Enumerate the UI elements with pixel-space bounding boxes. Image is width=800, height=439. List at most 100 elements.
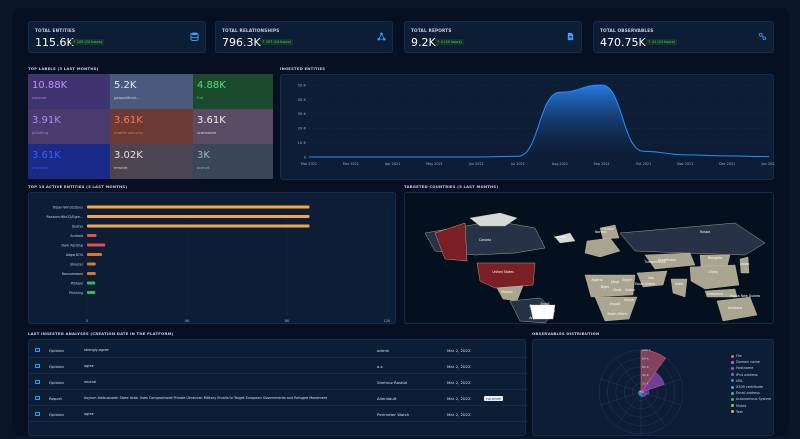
country-shape — [599, 224, 620, 240]
country-label: Libya — [611, 280, 620, 284]
kpi-value: 115.6K — [35, 36, 74, 49]
country-label: Mexico — [501, 290, 512, 294]
analysis-date: Mar 2, 2022 — [447, 412, 471, 417]
analysis-row[interactable]: Opinion agree Perimeter Watch Mar 2, 2022 — [29, 406, 527, 422]
analysis-row[interactable]: Opinion neutral Shehroz Rashid Mar 2, 2022 — [29, 374, 527, 390]
polar-spoke — [640, 391, 666, 427]
label-tile-value: 3.91K — [32, 115, 61, 126]
row-divider — [29, 373, 527, 374]
bar — [87, 224, 310, 228]
label-tile[interactable]: 3.91K phishing — [28, 109, 110, 144]
opinion-icon — [35, 364, 40, 368]
country-shape — [554, 232, 576, 244]
polar-spoke — [616, 391, 642, 427]
country-label: Saudi Arabia — [635, 282, 655, 286]
y-tick-label: 0 — [304, 154, 307, 159]
legend-item[interactable]: IPv4 address — [731, 373, 758, 377]
country-label: Peru — [529, 304, 536, 308]
x-tick-label: 8K — [285, 319, 290, 323]
country-label: Japan — [740, 262, 750, 266]
legend-item[interactable]: X509 certificate — [731, 385, 763, 389]
country-label: Kazakhstan — [658, 258, 676, 262]
legend-label: X509 certificate — [736, 385, 763, 389]
country-shape — [636, 270, 668, 288]
label-tile-value: 3.61K — [32, 150, 61, 161]
label-tile[interactable]: 10.88K ransom — [28, 74, 110, 109]
kpi-delta: ↑ 41 (24 hours) — [646, 39, 677, 45]
legend-item[interactable]: Hostname — [731, 366, 753, 370]
y-tick-label: 20 K — [297, 126, 306, 131]
opinion-icon — [35, 348, 40, 352]
label-tile[interactable]: 3.61K scamware — [193, 109, 273, 144]
polar-slice — [640, 391, 647, 398]
opinion-icon — [35, 380, 40, 384]
bar — [87, 291, 96, 294]
analysis-date: Mar 2, 2022 — [447, 348, 471, 353]
legend-item[interactable]: Domain name — [731, 360, 760, 364]
legend-item[interactable]: File — [731, 354, 742, 358]
ingested-panel: 0 10 K 20 K 30 K 40 K 50 K Mar 2021 Mar 2021 Apr… — [280, 74, 776, 180]
label-tile[interactable]: 3K botnet — [193, 144, 273, 179]
label-tile[interactable]: 4.88K fud — [193, 74, 273, 109]
country-label: Finland — [602, 227, 613, 231]
report-icon — [567, 32, 574, 41]
legend-swatch — [731, 366, 734, 370]
legend-label: File — [736, 354, 742, 358]
x-tick-label: Jul 2021 — [510, 162, 525, 166]
label-tile[interactable]: 3.61K mobile security — [110, 109, 193, 144]
legend-swatch — [731, 404, 734, 408]
legend-item[interactable]: Autonomous System — [731, 397, 771, 401]
polar-tick-label: 40 K — [642, 373, 650, 377]
label-tile[interactable]: 5.2K geopolitical... — [110, 74, 193, 109]
x-tick-label: 4K — [185, 319, 190, 323]
label-tile-name: fud — [197, 95, 204, 100]
country-shape — [670, 278, 688, 298]
kpi-value: 470.75K — [600, 36, 646, 49]
y-tick-label: 10 K — [297, 140, 306, 145]
kpi-label: TOTAL OBSERVABLES — [600, 28, 654, 33]
legend-item[interactable]: Text — [731, 410, 743, 414]
country-label: Indonesia — [707, 292, 722, 296]
bar — [87, 234, 97, 237]
opinion-icon — [35, 412, 40, 416]
kpi-total-reports[interactable]: TOTAL REPORTS 9.2K ↑ 0 (24 hours) — [404, 21, 582, 53]
kpi-total-relationships[interactable]: TOTAL RELATIONSHIPS 796.3K ↑ 107 (24 hou… — [215, 21, 393, 53]
legend-label: Mutex — [736, 403, 747, 408]
database-icon — [190, 32, 199, 41]
bar-label: Shouter — [70, 262, 84, 266]
bar — [87, 205, 310, 209]
kpi-total-observables[interactable]: TOTAL OBSERVABLES 470.75K ↑ 41 (24 hours… — [593, 21, 774, 53]
kpi-total-entities[interactable]: TOTAL ENTITIES 115.6K ↑ 105 (24 hours) — [28, 21, 206, 53]
x-tick-label: Sep 2021 — [594, 162, 610, 166]
top-labels-treemap: 10.88K ransom 5.2K geopolitical... 4.88K fud 3… — [28, 74, 273, 179]
analysis-row[interactable]: Opinion strongly-agree admin Mar 2, 2022 — [29, 342, 527, 358]
label-tile-value: 3.02K — [114, 150, 143, 161]
country-label: Norway — [595, 230, 607, 234]
countries-map[interactable]: Canada Iceland Norway Finland Russia Kazakhst… — [404, 192, 774, 324]
label-tile[interactable]: 3.02K emotet — [110, 144, 193, 179]
polar-slice — [640, 389, 649, 395]
legend-item[interactable]: Mutex — [731, 404, 746, 408]
polar-slice — [640, 391, 645, 398]
x-tick-label: 0 — [86, 319, 89, 323]
observables-panel: 0 20 K 40 K 60 K 80 K 100 K File Domain name Ho… — [532, 339, 774, 436]
top-active-panel: 0 4K 8K 12K Trojan-Win32/Zeus Ransom:Win32/Eg… — [28, 192, 396, 324]
polar-slice — [640, 349, 667, 393]
x-tick-label: Jun 2021 — [468, 162, 484, 166]
ingested-chart: 0 10 K 20 K 30 K 40 K 50 K Mar 2021 Mar 2021 Apr… — [297, 82, 776, 166]
polar-slice — [640, 371, 665, 393]
analysis-row[interactable]: Report Asylum Ambuscade: State Actor Uses… — [29, 390, 527, 406]
legend-item[interactable]: URL — [731, 379, 743, 383]
legend-item[interactable]: Email address — [731, 391, 760, 395]
country-label: Kenya — [624, 298, 634, 302]
country-shape — [469, 212, 518, 227]
country-label: Niger — [601, 285, 610, 289]
country-label: Turkmenistan — [643, 260, 666, 264]
analysis-author: AlienVault — [377, 396, 397, 401]
analysis-row[interactable]: Opinion agree a.s Mar 2, 2022 — [29, 358, 527, 374]
kpi-value: 9.2K — [411, 36, 436, 49]
analysis-author: Perimeter Watch — [377, 412, 410, 417]
analysis-author: Shehroz Rashid — [377, 380, 408, 385]
label-tile[interactable]: 3.61K malware — [28, 144, 110, 179]
